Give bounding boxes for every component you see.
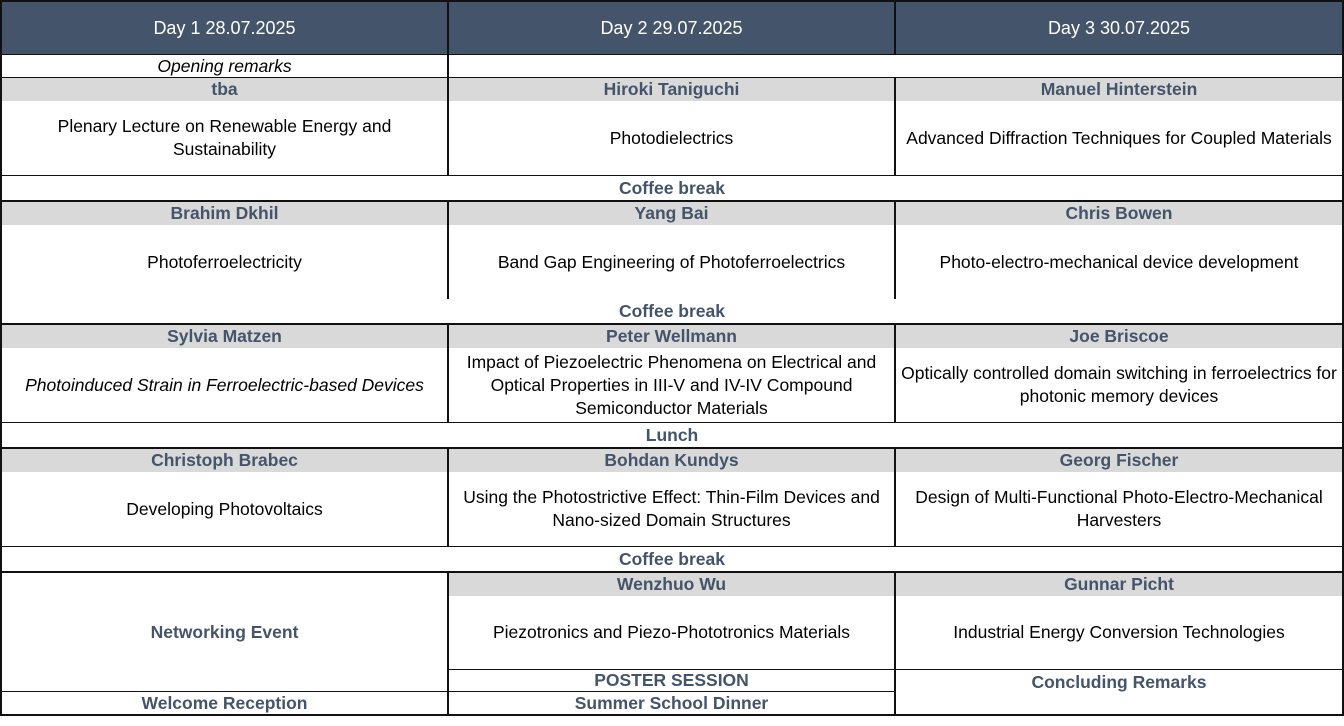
talk-title: Piezotronics and Piezo-Phototronics Mate… [493,622,850,642]
talk-title: Band Gap Engineering of Photoferroelectr… [497,251,846,272]
talk-title: Impact of Piezoelectric Phenomena on Ele… [466,351,877,418]
networking-cell: Networking Event [2,573,447,691]
reception-cell: Welcome Reception [2,692,447,714]
speaker: Christoph Brabec [2,449,447,472]
day-header: Day 1 28.07.2025 [2,2,447,54]
talk-cell: tba Plenary Lecture on Renewable Energy a… [2,78,447,175]
talk-cell: Peter Wellmann Impact of Piezoelectric Ph… [449,325,894,422]
speaker: Georg Fischer [896,449,1342,472]
speaker: Chris Bowen [896,202,1342,225]
speaker: Bohdan Kundys [449,449,894,472]
talk-title: Photoinduced Strain in Ferroelectric-bas… [25,374,424,395]
poster-cell: POSTER SESSION [449,670,894,691]
speaker: Peter Wellmann [449,325,894,348]
talk-title: Photodielectrics [609,127,734,148]
talk-cell: Bohdan Kundys Using the Photostrictive Ef… [449,449,894,546]
talk-cell: Sylvia Matzen Photoinduced Strain in Ferr… [2,325,447,422]
speaker: Gunnar Picht [896,573,1342,596]
talk-title: Plenary Lecture on Renewable Energy and … [57,116,392,159]
break-label: Coffee break [618,300,725,321]
speaker: Wenzhuo Wu [449,573,894,596]
talk-cell: Wenzhuo Wu Piezotronics and Piezo-Phototr… [449,573,894,669]
closing-label: Concluding Remarks [1031,672,1207,692]
talk-cell: Georg Fischer Design of Multi-Functional … [896,449,1342,546]
talk-title: Photo-electro-mechanical device developm… [939,251,1299,272]
day-label: Day 1 28.07.2025 [153,17,296,38]
speaker: Brahim Dkhil [2,202,447,225]
talk-cell: Hiroki Taniguchi Photodielectrics [449,78,894,175]
talk-cell: Joe Briscoe Optically controlled domain s… [896,325,1342,422]
talk-title: Design of Multi-Functional Photo-Electro… [915,487,1323,530]
talk-cell: Brahim Dkhil Photoferroelectricity [2,202,447,299]
talk-cell: Yang Bai Band Gap Engineering of Photofer… [449,202,894,299]
opening-cell: Opening remarks [2,55,447,77]
speaker: tba [2,78,447,101]
talk-cell: Chris Bowen Photo-electro-mechanical devi… [896,202,1342,299]
break-cell: Coffee break [2,176,1342,200]
speaker: Sylvia Matzen [2,325,447,348]
day-header: Day 3 30.07.2025 [896,2,1342,54]
break-label: Coffee break [618,548,725,569]
speaker: Yang Bai [449,202,894,225]
event-label: Networking Event [150,621,299,642]
day-header: Day 2 29.07.2025 [449,2,894,54]
day-label: Day 2 29.07.2025 [600,17,743,38]
talk-title: Using the Photostrictive Effect: Thin-Fi… [463,487,880,530]
talk-title: Advanced Diffraction Techniques for Coup… [906,127,1332,148]
closing-cell: Concluding Remarks [896,670,1342,714]
dinner-cell: Summer School Dinner [449,692,894,714]
break-cell: Coffee break [2,299,1342,323]
speaker: Joe Briscoe [896,325,1342,348]
speaker: Manuel Hinterstein [896,78,1342,101]
break-label: Coffee break [618,177,725,198]
talk-title: Developing Photovoltaics [126,498,323,519]
talk-title: Photoferroelectricity [147,251,302,272]
poster-label: POSTER SESSION [594,670,749,690]
break-cell: Coffee break [2,547,1342,571]
reception-label: Welcome Reception [141,692,308,713]
break-cell: Lunch [2,423,1342,447]
talk-cell: Gunnar Picht Industrial Energy Conversion… [896,573,1342,669]
talk-title: Industrial Energy Conversion Technologie… [953,622,1285,642]
speaker: Hiroki Taniguchi [449,78,894,101]
talk-cell: Christoph Brabec Developing Photovoltaics [2,449,447,546]
talk-cell: Manuel Hinterstein Advanced Diffraction T… [896,78,1342,175]
dinner-label: Summer School Dinner [574,692,769,713]
break-label: Lunch [645,424,699,445]
talk-title: Optically controlled domain switching in… [901,363,1337,406]
opening-text: Opening remarks [157,55,292,76]
day-label: Day 3 30.07.2025 [1047,17,1191,38]
empty-cell [449,55,1342,77]
